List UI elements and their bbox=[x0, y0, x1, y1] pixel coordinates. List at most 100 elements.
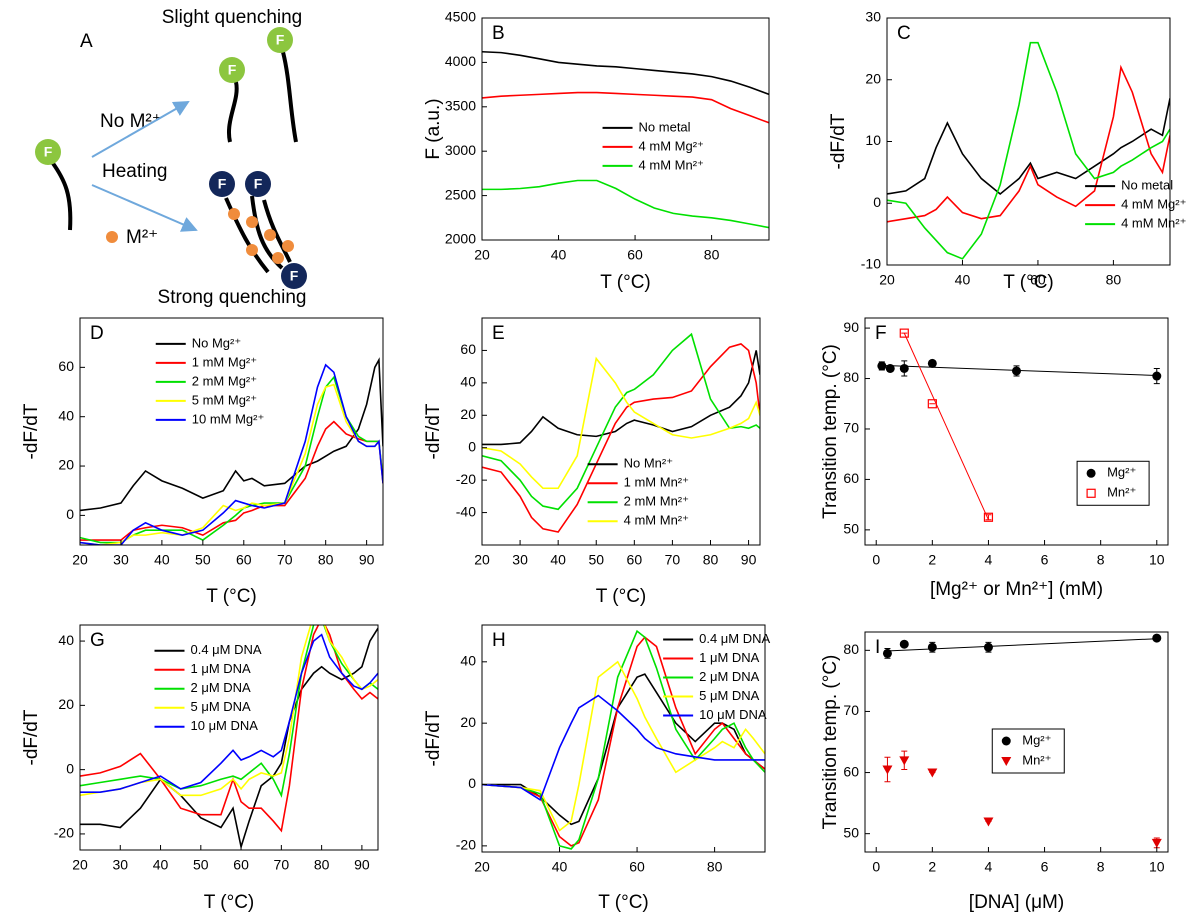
line bbox=[482, 91, 769, 124]
plot-frame bbox=[864, 317, 1169, 546]
x-tick-label: 90 bbox=[359, 552, 375, 568]
legend-label: No metal bbox=[639, 119, 691, 134]
legend-label: 5 μM DNA bbox=[191, 699, 252, 714]
line bbox=[482, 629, 765, 850]
x-tick-label: 2 bbox=[928, 859, 936, 875]
y-axis-label: -dF/dT bbox=[828, 113, 849, 169]
x-tick-label: 60 bbox=[233, 857, 249, 873]
point bbox=[983, 817, 994, 827]
y-axis-label: -dF/dT bbox=[21, 403, 42, 459]
point bbox=[927, 768, 938, 778]
line bbox=[80, 357, 383, 512]
point bbox=[899, 328, 909, 338]
panel-label: F bbox=[875, 323, 887, 344]
y-tick-label: 2000 bbox=[445, 231, 476, 247]
y-tick-label: -40 bbox=[456, 503, 476, 519]
y-tick-label: 3000 bbox=[445, 142, 476, 158]
y-tick-label: 90 bbox=[843, 319, 859, 335]
y-tick-label: 40 bbox=[460, 653, 476, 669]
x-axis-label: T (°C) bbox=[206, 586, 257, 607]
x-tick-label: 8 bbox=[1097, 859, 1105, 875]
y-tick-label: 2500 bbox=[445, 186, 476, 202]
panel-label: B bbox=[492, 23, 505, 44]
legend-label: 2 μM DNA bbox=[191, 680, 252, 695]
y-axis-label: Transition temp. (°C) bbox=[820, 344, 841, 519]
x-tick-label: 4 bbox=[985, 859, 993, 875]
x-tick-label: 80 bbox=[1106, 272, 1122, 288]
y-tick-label: -20 bbox=[456, 471, 476, 487]
legend-label: No Mg²⁺ bbox=[192, 335, 241, 350]
bottom-text: Strong quenching bbox=[158, 287, 307, 308]
x-tick-label: 80 bbox=[707, 859, 723, 875]
x-axis-label: T (°C) bbox=[600, 272, 651, 293]
legend-label: 2 mM Mg²⁺ bbox=[192, 373, 257, 388]
y-tick-label: 20 bbox=[865, 70, 881, 86]
plot-area bbox=[80, 357, 383, 545]
legend-label: 4 mM Mg²⁺ bbox=[639, 138, 704, 153]
y-tick-label: 4000 bbox=[445, 53, 476, 69]
point bbox=[877, 361, 887, 371]
y-tick-label: 40 bbox=[58, 407, 74, 423]
x-tick-label: 60 bbox=[629, 859, 645, 875]
plot-frame bbox=[481, 17, 770, 241]
line bbox=[482, 350, 760, 446]
plot-frame bbox=[481, 624, 766, 853]
y-tick-label: 70 bbox=[843, 420, 859, 436]
error-bar bbox=[985, 514, 992, 521]
x-tick-label: 40 bbox=[154, 552, 170, 568]
fit-line bbox=[887, 638, 1157, 652]
arrow-bottom-text: Heating bbox=[102, 161, 168, 182]
line bbox=[80, 625, 378, 797]
legend-label: 1 mM Mn²⁺ bbox=[624, 475, 689, 490]
line bbox=[887, 98, 1170, 196]
point bbox=[882, 648, 892, 658]
y-tick-label: 60 bbox=[58, 358, 74, 374]
y-axis-label: -dF/dT bbox=[423, 403, 444, 459]
x-tick-label: 20 bbox=[474, 552, 490, 568]
point bbox=[927, 358, 937, 368]
ions bbox=[228, 208, 294, 264]
y-tick-label: -20 bbox=[54, 825, 74, 841]
y-tick-label: 3500 bbox=[445, 98, 476, 114]
fluorophore-text: F bbox=[290, 268, 299, 284]
x-tick-label: 20 bbox=[474, 859, 490, 875]
x-tick-label: 20 bbox=[72, 857, 88, 873]
x-tick-label: 20 bbox=[879, 272, 895, 288]
y-axis-label: -dF/dT bbox=[423, 710, 444, 766]
point bbox=[1152, 371, 1162, 381]
y-axis-label: Transition temp. (°C) bbox=[820, 655, 841, 830]
y-tick-label: 60 bbox=[843, 470, 859, 486]
y-tick-label: 60 bbox=[460, 341, 476, 357]
legend-marker bbox=[1086, 468, 1096, 478]
y-tick-label: 0 bbox=[468, 438, 476, 454]
line bbox=[482, 673, 765, 826]
y-axis-label: F (a.u.) bbox=[423, 98, 444, 159]
x-tick-label: 10 bbox=[1149, 859, 1165, 875]
x-tick-label: 60 bbox=[1030, 272, 1046, 288]
point bbox=[1151, 838, 1162, 848]
legend-label: 0.4 μM DNA bbox=[191, 642, 262, 657]
y-tick-label: 20 bbox=[58, 457, 74, 473]
y-tick-label: 4500 bbox=[445, 9, 476, 25]
line bbox=[80, 627, 378, 850]
y-tick-label: -10 bbox=[861, 256, 881, 272]
x-tick-label: 40 bbox=[955, 272, 971, 288]
legend-label: 4 mM Mn²⁺ bbox=[624, 513, 689, 528]
line bbox=[482, 660, 765, 832]
x-axis-label: [Mg²⁺ or Mn²⁺] (mM) bbox=[930, 579, 1103, 600]
legend-label: 5 μM DNA bbox=[699, 688, 760, 703]
point bbox=[899, 756, 910, 766]
panel-label: D bbox=[90, 323, 104, 344]
line bbox=[80, 363, 383, 545]
x-tick-label: 2 bbox=[928, 552, 936, 568]
x-tick-label: 0 bbox=[872, 859, 880, 875]
y-axis-label: -dF/dT bbox=[21, 709, 42, 765]
point bbox=[1152, 633, 1162, 643]
y-tick-label: 20 bbox=[460, 714, 476, 730]
plot-area bbox=[482, 50, 769, 229]
x-tick-label: 6 bbox=[1041, 552, 1049, 568]
legend-label: 10 μM DNA bbox=[699, 707, 767, 722]
x-tick-label: 80 bbox=[703, 552, 719, 568]
x-tick-label: 4 bbox=[985, 552, 993, 568]
plot-area bbox=[882, 633, 1162, 849]
